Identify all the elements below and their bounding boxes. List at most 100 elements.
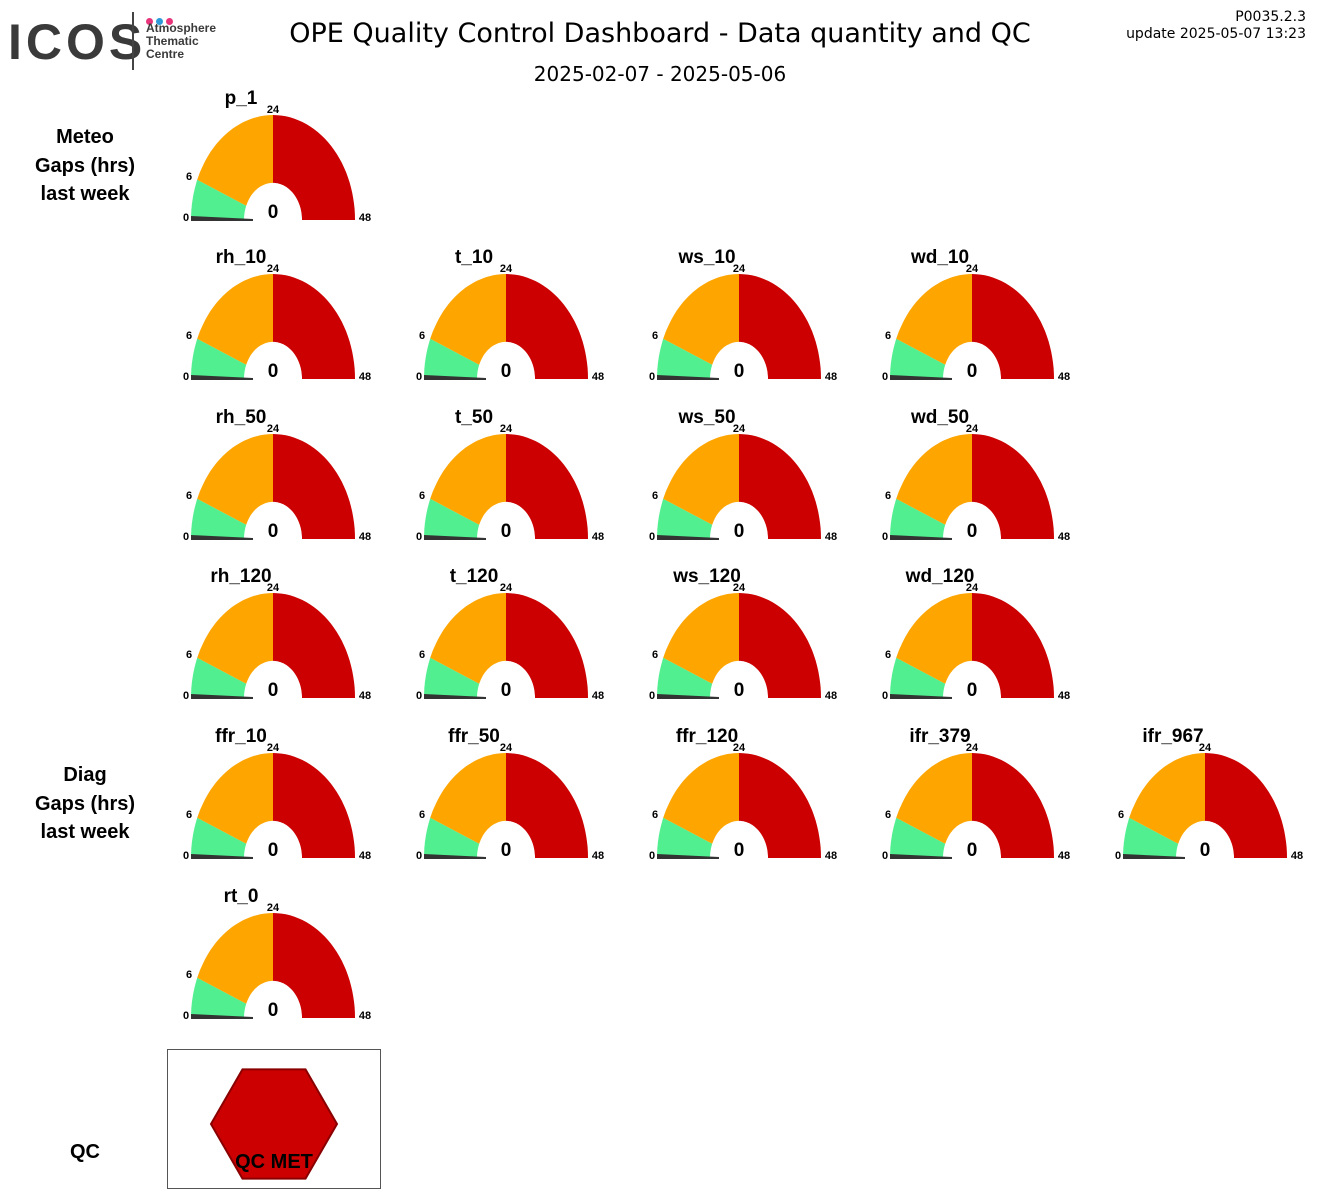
- section-label-line: last week: [40, 821, 130, 843]
- gauge-value: 0: [268, 521, 279, 542]
- gauge-title: rt_0: [224, 886, 259, 907]
- section-label-line: Diag: [63, 764, 107, 786]
- gauge-value: 0: [268, 361, 279, 382]
- gauge-needle: [191, 535, 253, 540]
- gauge-ws-120: 0 6 24 48 0 ws_120: [649, 566, 837, 702]
- gauge-band: [197, 913, 273, 1004]
- gauge-tick-label: 0: [183, 690, 189, 702]
- gauge-tick-label: 0: [649, 371, 655, 383]
- gauge-band: [424, 817, 480, 858]
- gauge-needle: [191, 1014, 253, 1019]
- gauge-needle: [1123, 854, 1185, 859]
- gauge-value: 0: [734, 361, 745, 382]
- update-timestamp: update 2025-05-07 13:23: [1126, 26, 1306, 42]
- gauge-band: [1205, 753, 1287, 858]
- gauge-tick-label: 0: [416, 690, 422, 702]
- gauge-tick-label: 24: [733, 742, 746, 754]
- gauge-tick-label: 24: [500, 263, 513, 275]
- gauge-title: ifr_967: [1142, 726, 1203, 747]
- gauge-tick-label: 0: [416, 850, 422, 862]
- gauge-title: ffr_50: [448, 726, 500, 747]
- gauge-band: [657, 657, 713, 698]
- date-range: 2025-02-07 - 2025-05-06: [533, 62, 787, 86]
- gauge-tick-label: 0: [882, 850, 888, 862]
- gauge-band: [430, 274, 506, 365]
- gauge-tick-label: 48: [592, 531, 604, 543]
- gauge-tick-label: 24: [733, 423, 746, 435]
- gauge-band: [972, 593, 1054, 698]
- gauge-band: [663, 593, 739, 684]
- gauge-band: [197, 593, 273, 684]
- gauge-title: ws_10: [677, 247, 735, 268]
- gauge-band: [657, 498, 713, 539]
- gauge-band: [896, 274, 972, 365]
- gauge-band: [896, 434, 972, 525]
- gauge-needle: [657, 854, 719, 859]
- gauge-band: [191, 338, 247, 379]
- gauge-band: [739, 593, 821, 698]
- gauge-needle: [424, 694, 486, 699]
- gauge-tick-label: 48: [359, 531, 371, 543]
- gauge-tick-label: 24: [500, 742, 513, 754]
- gauge-tick-label: 48: [359, 690, 371, 702]
- gauge-band: [191, 657, 247, 698]
- gauge-tick-label: 0: [183, 850, 189, 862]
- gauge-band: [739, 274, 821, 379]
- gauge-band: [663, 434, 739, 525]
- gauge-tick-label: 0: [1115, 850, 1121, 862]
- gauge-band: [657, 817, 713, 858]
- gauge-tick-label: 24: [1199, 742, 1212, 754]
- section-label-line: Gaps (hrs): [34, 792, 136, 815]
- gauge-band: [890, 817, 946, 858]
- gauge-tick-label: 48: [825, 371, 837, 383]
- gauge-tick-label: 24: [267, 104, 280, 116]
- gauge-tick-label: 48: [1291, 850, 1303, 862]
- gauge-value: 0: [967, 361, 978, 382]
- gauge-value: 0: [734, 521, 745, 542]
- gauge-tick-label: 6: [885, 649, 891, 661]
- gauge-needle: [890, 535, 952, 540]
- gauge-band: [657, 338, 713, 379]
- gauge-tick-label: 6: [652, 490, 658, 502]
- gauge-band: [273, 115, 355, 220]
- gauge-band: [197, 274, 273, 365]
- gauge-tick-label: 24: [500, 582, 513, 594]
- section-label-meteo: Meteo Gaps (hrs) last week: [0, 123, 170, 209]
- gauge-tick-label: 48: [1058, 850, 1070, 862]
- gauge-value: 0: [501, 521, 512, 542]
- gauge-needle: [890, 375, 952, 380]
- gauge-title: t_120: [450, 566, 499, 587]
- gauge-band: [739, 434, 821, 539]
- gauge-value: 0: [1200, 840, 1211, 861]
- gauge-title: rh_120: [210, 566, 271, 587]
- gauge-ifr-379: 0 6 24 48 0 ifr_379: [882, 726, 1070, 862]
- gauge-tick-label: 6: [885, 490, 891, 502]
- gauge-value: 0: [501, 680, 512, 701]
- qc-hexagon-icon: [209, 1068, 339, 1180]
- gauge-p-1: 0 6 24 48 0 p_1: [183, 88, 371, 224]
- gauge-tick-label: 48: [1058, 371, 1070, 383]
- gauge-tick-label: 24: [966, 742, 979, 754]
- gauge-title: ws_50: [677, 407, 735, 428]
- gauge-tick-label: 48: [592, 690, 604, 702]
- gauge-tick-label: 48: [359, 850, 371, 862]
- gauge-tick-label: 48: [825, 531, 837, 543]
- gauge-band: [273, 913, 355, 1018]
- gauge-t-50: 0 6 24 48 0 t_50: [416, 407, 604, 543]
- gauge-tick-label: 6: [186, 809, 192, 821]
- version-number: P0035.2.3: [1235, 9, 1306, 25]
- gauge-tick-label: 6: [419, 330, 425, 342]
- gauge-tick-label: 48: [359, 1010, 371, 1022]
- gauge-needle: [657, 375, 719, 380]
- gauge-band: [191, 498, 247, 539]
- gauge-tick-label: 0: [183, 1010, 189, 1022]
- gauge-band: [191, 977, 247, 1018]
- qc-hexagon: [209, 1068, 339, 1180]
- qc-status-label: QC MET: [235, 1151, 313, 1173]
- gauge-value: 0: [268, 202, 279, 223]
- gauge-tick-label: 6: [652, 809, 658, 821]
- gauge-band: [191, 817, 247, 858]
- section-label-line: Gaps (hrs): [34, 154, 136, 177]
- gauge-tick-label: 24: [733, 263, 746, 275]
- gauge-band: [197, 115, 273, 206]
